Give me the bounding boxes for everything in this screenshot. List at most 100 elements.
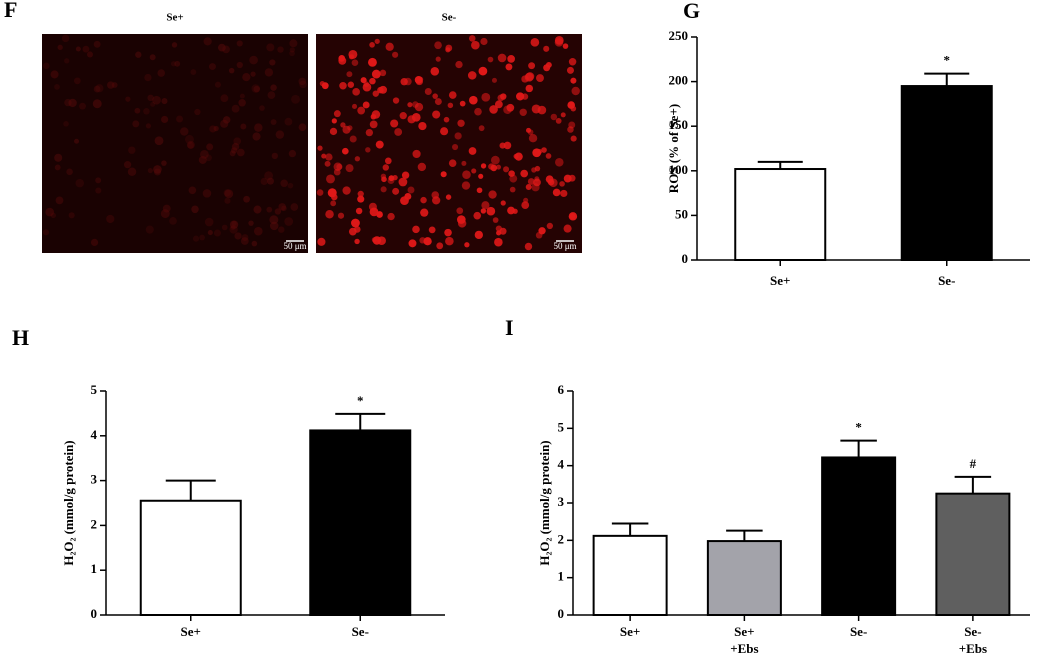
cell bbox=[568, 174, 576, 182]
cell bbox=[93, 85, 101, 93]
cell bbox=[347, 81, 355, 88]
cell bbox=[176, 115, 184, 123]
cell bbox=[64, 98, 72, 107]
cell bbox=[327, 188, 337, 198]
cell bbox=[554, 38, 564, 47]
cell bbox=[79, 102, 86, 110]
cell bbox=[495, 164, 502, 170]
cell bbox=[480, 208, 487, 214]
cell bbox=[392, 187, 400, 195]
cell bbox=[317, 145, 323, 151]
cell bbox=[144, 73, 152, 82]
cell bbox=[174, 60, 181, 67]
cell bbox=[270, 119, 277, 126]
cell bbox=[471, 40, 480, 50]
cell bbox=[153, 168, 161, 176]
cell bbox=[369, 42, 375, 48]
cell bbox=[64, 58, 70, 64]
cell bbox=[445, 47, 451, 53]
cell bbox=[288, 149, 297, 158]
cell bbox=[503, 166, 510, 173]
cell bbox=[93, 40, 101, 48]
y-tick-label: 100 bbox=[669, 162, 689, 177]
cell bbox=[432, 110, 441, 119]
cell bbox=[445, 194, 452, 200]
cell bbox=[75, 46, 81, 52]
y-tick-label: 4 bbox=[558, 457, 565, 472]
cell bbox=[342, 147, 349, 155]
cell bbox=[233, 137, 242, 146]
cell bbox=[54, 164, 61, 171]
cell bbox=[368, 202, 377, 211]
cell bbox=[528, 133, 538, 143]
cell bbox=[492, 217, 499, 223]
cell bbox=[231, 147, 238, 154]
cell bbox=[550, 113, 558, 121]
cell bbox=[497, 53, 507, 63]
cell bbox=[298, 123, 307, 132]
micrograph bbox=[316, 34, 582, 253]
cell bbox=[161, 115, 169, 124]
cell bbox=[514, 152, 523, 161]
cell bbox=[525, 184, 532, 190]
cell bbox=[478, 125, 485, 132]
cell bbox=[543, 64, 551, 72]
cell bbox=[560, 189, 568, 198]
cell bbox=[250, 71, 256, 77]
cell bbox=[264, 171, 274, 181]
cell bbox=[559, 181, 565, 187]
cell bbox=[192, 235, 200, 242]
cell bbox=[240, 237, 249, 245]
cell bbox=[490, 155, 500, 165]
cell bbox=[541, 147, 547, 153]
cell bbox=[270, 84, 277, 91]
cell bbox=[480, 163, 487, 169]
cell bbox=[407, 102, 413, 108]
bar bbox=[139, 499, 242, 617]
cell bbox=[194, 108, 201, 116]
cell bbox=[289, 39, 298, 48]
y-tick-label: 3 bbox=[558, 494, 565, 509]
cell bbox=[267, 91, 276, 99]
cell bbox=[321, 82, 329, 90]
cell bbox=[264, 68, 274, 77]
cell bbox=[150, 101, 156, 107]
cell bbox=[82, 45, 90, 53]
cell bbox=[161, 160, 167, 166]
cell bbox=[371, 110, 381, 119]
cell bbox=[281, 205, 287, 212]
cell bbox=[379, 69, 387, 77]
cell bbox=[468, 35, 476, 42]
cell bbox=[436, 242, 444, 250]
cell bbox=[531, 167, 537, 173]
cell bbox=[188, 186, 197, 195]
x-tick-label: Se+ bbox=[181, 624, 201, 639]
cell bbox=[324, 160, 331, 167]
cell bbox=[351, 59, 359, 67]
cell bbox=[331, 118, 337, 124]
cell bbox=[360, 77, 367, 84]
cell bbox=[220, 94, 229, 103]
cell bbox=[486, 206, 496, 216]
cell bbox=[275, 130, 285, 139]
cell bbox=[474, 230, 483, 240]
cell bbox=[348, 49, 358, 59]
cell bbox=[106, 214, 115, 224]
cell bbox=[68, 212, 75, 219]
cell bbox=[199, 234, 205, 241]
cell bbox=[236, 61, 243, 69]
cell bbox=[372, 236, 382, 245]
cell bbox=[489, 105, 498, 114]
cell bbox=[374, 38, 380, 44]
cell bbox=[346, 71, 353, 78]
image-title: Se+ bbox=[166, 12, 183, 24]
cell bbox=[368, 57, 377, 67]
cell bbox=[280, 179, 288, 188]
cell bbox=[524, 242, 533, 251]
cell bbox=[224, 189, 234, 199]
cell bbox=[500, 93, 507, 100]
cell bbox=[372, 90, 379, 97]
y-tick-label: 0 bbox=[682, 251, 689, 266]
cell bbox=[377, 86, 384, 94]
bar bbox=[900, 85, 993, 261]
